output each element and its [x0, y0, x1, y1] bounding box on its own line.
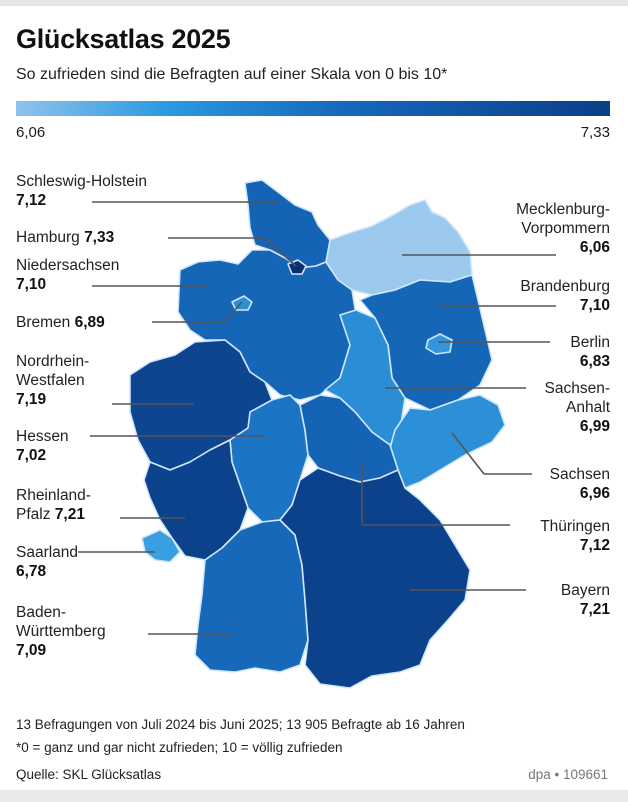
- chart-title: Glücksatlas 2025: [16, 24, 231, 54]
- scale-max-label: 7,33: [580, 124, 610, 141]
- state-value: 6,83: [579, 353, 610, 370]
- state-name: Berlin: [570, 334, 610, 351]
- state-name: Hessen: [16, 428, 69, 445]
- state-name-line2: Pfalz: [16, 506, 51, 523]
- germany-map: [78, 179, 556, 689]
- bottom-border: [0, 790, 628, 802]
- state-name: Sachsen: [549, 466, 610, 483]
- label-sachsen: Sachsen 6,96: [550, 465, 610, 503]
- label-nordrhein-westfalen: Nordrhein- Westfalen 7,19: [16, 352, 89, 409]
- label-hamburg: Hamburg 7,33: [16, 228, 114, 247]
- state-value: 7,33: [84, 229, 115, 246]
- footnote-survey: 13 Befragungen von Juli 2024 bis Juni 20…: [16, 717, 465, 732]
- credit-label: dpa • 109661: [528, 767, 608, 782]
- state-value: 6,99: [579, 418, 610, 435]
- state-value: 6,89: [74, 314, 105, 331]
- state-name: Hamburg: [16, 229, 80, 246]
- state-mecklenburg-vorpommern: [325, 199, 473, 296]
- state-value: 6,96: [579, 485, 610, 502]
- state-value: 7,10: [579, 297, 610, 314]
- state-name: Rheinland-: [16, 487, 91, 504]
- state-value: 7,21: [579, 601, 610, 618]
- state-value: 7,19: [16, 391, 47, 408]
- state-value: 6,06: [579, 239, 610, 256]
- label-bayern: Bayern 7,21: [561, 581, 610, 619]
- state-value: 7,02: [16, 447, 47, 464]
- state-berlin: [425, 333, 453, 355]
- state-value: 7,21: [54, 506, 85, 523]
- state-name: Niedersachsen: [16, 257, 120, 274]
- state-value: 7,12: [16, 192, 47, 209]
- label-berlin: Berlin 6,83: [570, 333, 610, 371]
- label-mecklenburg-vorpommern: Mecklenburg- Vorpommern 6,06: [516, 200, 610, 257]
- label-rheinland-pfalz: Rheinland- Pfalz 7,21: [16, 486, 91, 524]
- state-saarland: [141, 529, 181, 563]
- label-niedersachsen: Niedersachsen 7,10: [16, 256, 119, 294]
- state-name: Schleswig-Holstein: [16, 173, 147, 190]
- state-name-line2: Württemberg: [16, 623, 106, 640]
- state-name: Bayern: [560, 582, 610, 599]
- state-value: 7,10: [16, 276, 47, 293]
- state-name: Thüringen: [540, 518, 610, 535]
- state-name: Mecklenburg-: [516, 201, 610, 218]
- state-value: 6,78: [16, 563, 47, 580]
- color-scale-bar: [16, 101, 610, 116]
- label-bremen: Bremen 6,89: [16, 313, 105, 332]
- label-sachsen-anhalt: Sachsen- Anhalt 6,99: [545, 379, 610, 436]
- footnote-scale: *0 = ganz und gar nicht zufrieden; 10 = …: [16, 740, 343, 755]
- state-name-line2: Anhalt: [566, 399, 610, 416]
- state-bayern: [279, 467, 471, 689]
- label-baden-wuerttemberg: Baden- Württemberg 7,09: [16, 603, 106, 660]
- scale-min-label: 6,06: [16, 124, 46, 141]
- source-label: Quelle: SKL Glücksatlas: [16, 767, 162, 782]
- state-name-line2: Westfalen: [16, 372, 85, 389]
- label-saarland: Saarland 6,78: [16, 543, 78, 581]
- label-thueringen: Thüringen 7,12: [540, 517, 610, 555]
- label-brandenburg: Brandenburg 7,10: [520, 277, 610, 315]
- state-value: 7,09: [16, 642, 47, 659]
- label-hessen: Hessen 7,02: [16, 427, 69, 465]
- chart-subtitle: So zufrieden sind die Befragten auf eine…: [16, 66, 448, 83]
- state-name: Nordrhein-: [16, 353, 90, 370]
- state-name: Baden-: [16, 604, 66, 621]
- state-value: 7,12: [579, 537, 610, 554]
- state-name: Saarland: [16, 544, 79, 561]
- top-border: [0, 0, 628, 6]
- label-schleswig-holstein: Schleswig-Holstein 7,12: [16, 172, 147, 210]
- state-name: Bremen: [16, 314, 71, 331]
- state-name: Sachsen-: [544, 380, 610, 397]
- state-name: Brandenburg: [520, 278, 610, 295]
- state-name-line2: Vorpommern: [521, 220, 610, 237]
